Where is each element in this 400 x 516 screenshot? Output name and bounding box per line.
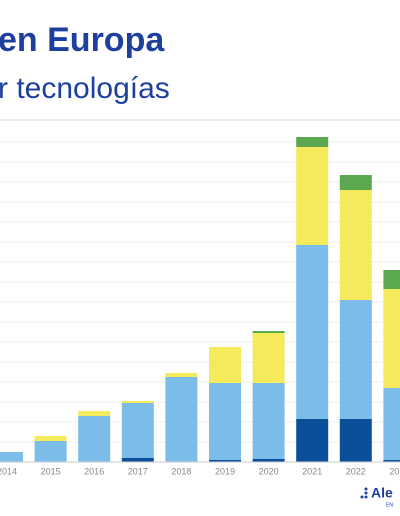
x-tick-label: 2023 bbox=[389, 466, 400, 476]
bar-segment bbox=[296, 245, 329, 419]
bar-segment bbox=[383, 460, 400, 462]
bar-segment bbox=[0, 452, 23, 462]
bar-segment bbox=[383, 270, 400, 289]
bar-segment bbox=[383, 388, 400, 460]
x-tick-label: 2018 bbox=[171, 466, 191, 476]
bar-segment bbox=[339, 300, 372, 419]
bar-segment bbox=[78, 411, 111, 416]
bar-segment bbox=[209, 460, 241, 462]
bar-segment bbox=[121, 401, 154, 403]
bar-segment bbox=[121, 403, 154, 458]
bar-segment bbox=[339, 175, 372, 190]
x-tick-label: 2016 bbox=[84, 466, 104, 476]
bar-segment bbox=[34, 441, 67, 462]
logo-dots bbox=[360, 487, 368, 499]
bar-segment bbox=[296, 137, 329, 147]
chart-title: en Europa bbox=[0, 21, 165, 59]
x-tick-label: 2020 bbox=[259, 466, 279, 476]
x-tick-label: 2021 bbox=[302, 466, 322, 476]
bar-segment bbox=[296, 419, 329, 462]
bar-segment bbox=[339, 419, 372, 462]
bar-segment bbox=[165, 377, 198, 462]
bar-segment bbox=[252, 331, 285, 333]
bar-segment bbox=[296, 147, 329, 245]
x-tick-label: 2022 bbox=[346, 466, 366, 476]
bar-segment bbox=[252, 459, 285, 462]
bar-segment bbox=[252, 383, 285, 459]
x-tick-label: 2015 bbox=[41, 466, 61, 476]
bar-segment bbox=[209, 347, 241, 383]
bar-segment bbox=[165, 373, 198, 377]
x-tick-label: 2014 bbox=[0, 466, 17, 476]
bar-segment bbox=[252, 333, 285, 383]
bar-segment bbox=[383, 289, 400, 388]
bar-segment bbox=[34, 436, 67, 441]
logo-sub: EN bbox=[386, 502, 393, 508]
chart-subtitle: r tecnologías bbox=[0, 72, 170, 105]
bar-segment bbox=[339, 190, 372, 300]
x-tick-label: 2017 bbox=[128, 466, 148, 476]
x-tick-label: 2019 bbox=[215, 466, 235, 476]
logo: Ale bbox=[371, 485, 393, 501]
bar-segment bbox=[121, 458, 154, 462]
bar-segment bbox=[78, 416, 111, 462]
bar-segment bbox=[209, 383, 241, 460]
